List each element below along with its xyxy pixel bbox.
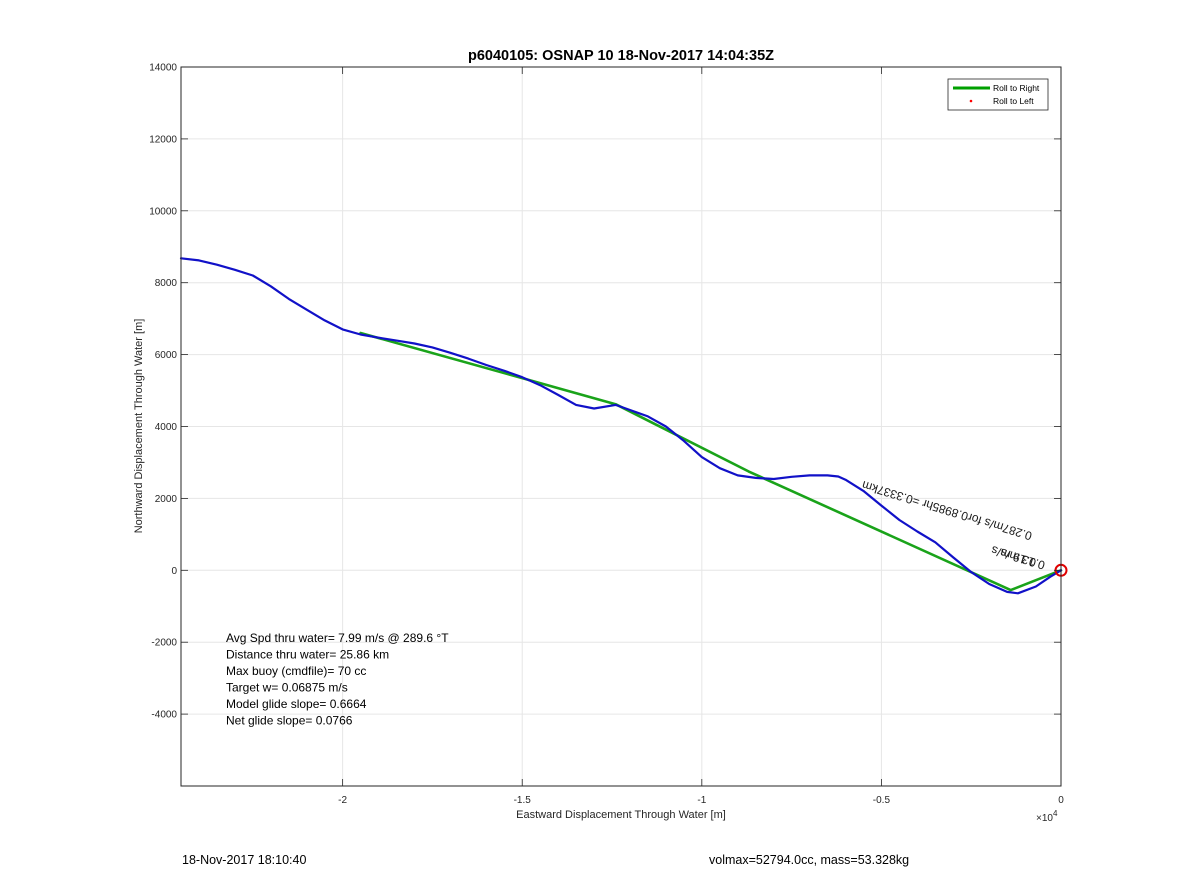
chart-title: p6040105: OSNAP 10 18-Nov-2017 14:04:35Z <box>468 48 774 64</box>
y-axis-label: Northward Displacement Through Water [m] <box>133 319 145 534</box>
footer-timestamp: 18-Nov-2017 18:10:40 <box>182 853 307 867</box>
stats-line: Model glide slope= 0.6664 <box>226 697 367 711</box>
stats-line: Target w= 0.06875 m/s <box>226 681 348 695</box>
y-tick-label: 2000 <box>155 494 178 505</box>
y-tick-label: 12000 <box>149 134 177 145</box>
legend-box <box>947 78 1049 111</box>
stats-line: Net glide slope= 0.0766 <box>226 714 353 728</box>
x-tick-label: -0.5 <box>873 795 891 806</box>
y-tick-label: 0 <box>171 566 177 577</box>
y-tick-label: 6000 <box>155 350 178 361</box>
footer-vol-mass: volmax=52794.0cc, mass=53.328kg <box>709 853 910 867</box>
stats-line: Avg Spd thru water= 7.99 m/s @ 289.6 °T <box>226 631 449 645</box>
stats-line: Distance thru water= 25.86 km <box>226 648 389 662</box>
y-tick-label: 8000 <box>155 278 178 289</box>
stats-line: Max buoy (cmdfile)= 70 cc <box>226 664 366 678</box>
y-tick-label: 10000 <box>149 206 177 217</box>
legend-label-roll-left: Roll to Left <box>993 96 1034 106</box>
y-tick-label: -4000 <box>151 710 177 721</box>
x-tick-label: -1 <box>697 795 706 806</box>
legend: Roll to Right Roll to Left <box>947 78 1049 111</box>
x-tick-label: -2 <box>338 795 347 806</box>
x-axis-label: Eastward Displacement Through Water [m] <box>516 809 726 821</box>
x-exponent-power: 4 <box>1053 809 1058 818</box>
y-tick-label: -2000 <box>151 638 177 649</box>
x-exponent-base: ×10 <box>1036 813 1053 824</box>
series-line-track <box>179 257 1063 595</box>
y-tick-label: 4000 <box>155 422 178 433</box>
legend-label-roll-right: Roll to Right <box>993 83 1040 93</box>
x-tick-label: 0 <box>1058 795 1064 806</box>
tick-layer: -2 -1.5 -1 -0.5 0 -4000 -2000 0 2000 4000 6000 8000… <box>149 63 1064 807</box>
x-exponent-label: ×104 <box>1036 809 1058 824</box>
y-tick-label: 14000 <box>149 63 177 74</box>
stats-block: Avg Spd thru water= 7.99 m/s @ 289.6 °T D… <box>226 631 449 728</box>
legend-swatch-roll-left <box>969 99 973 103</box>
x-tick-label: -1.5 <box>514 795 532 806</box>
